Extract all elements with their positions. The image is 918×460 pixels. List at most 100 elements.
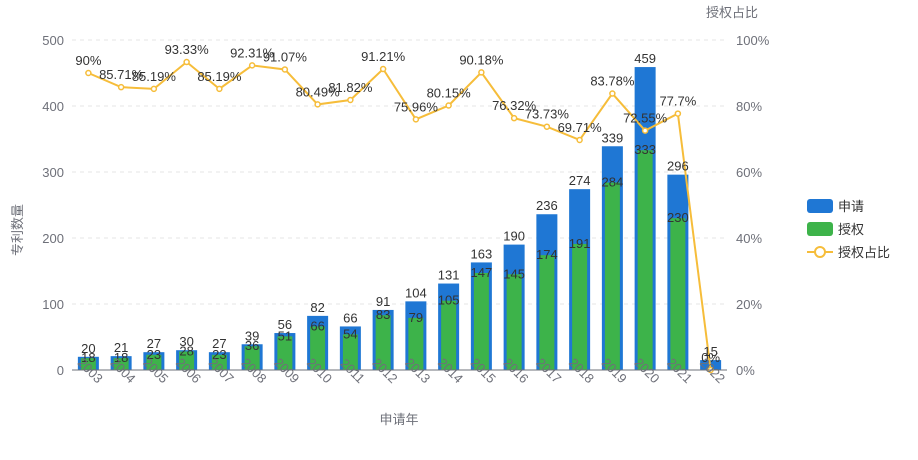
label-grant: 79 [409,310,423,325]
ratio-point [445,102,452,109]
label-apply: 56 [278,317,292,332]
label-apply: 91 [376,294,390,309]
bar-grant [539,255,555,370]
ratio-point [543,123,551,130]
x-tick-label: 2003 [75,355,106,386]
bar-grant [604,182,620,370]
label-apply: 274 [569,173,591,188]
label-grant: 191 [569,236,591,251]
label-apply: 20 [81,341,95,356]
ratio-point [85,69,92,77]
label-ratio: 90.18% [459,52,504,67]
bar-grant [277,336,293,370]
legend-label-ratio: 授权占比 [838,245,890,260]
ratio-point [674,110,682,117]
y2-tick-label: 20% [736,297,762,312]
bar-grant [670,218,686,370]
ratio-point [347,96,354,104]
legend-item-apply[interactable]: 申请 [807,199,864,214]
label-ratio: 72.55% [623,111,668,126]
label-grant: 83 [376,307,390,322]
label-ratio: 0% [701,350,720,365]
x-tick-label: 2013 [402,355,433,386]
bar-grant [506,274,522,370]
bars [77,67,722,370]
bar-grant [179,351,195,370]
label-grant: 147 [471,265,493,280]
bar-grant [80,358,96,370]
bar-grant [211,354,227,370]
label-ratio: 91.21% [361,49,406,64]
ratio-point [216,85,223,93]
label-ratio: 93.33% [165,42,210,57]
label-grant: 105 [438,293,460,308]
label-grant: 66 [310,318,324,333]
ratio-point [412,116,420,123]
x-tick-label: 2016 [501,355,532,386]
x-tick-label: 2010 [304,355,335,386]
label-grant: 18 [114,350,128,365]
label-apply: 27 [212,336,226,351]
legend-item-ratio[interactable]: 授权占比 [807,245,890,260]
label-ratio: 73.73% [525,107,570,122]
label-ratio: 92.31% [230,45,275,60]
y2-axis-title: 授权占比 [706,5,758,20]
ratio-point [314,101,321,108]
ratio-point [510,114,518,122]
x-tick-label: 2005 [140,355,171,386]
label-apply: 131 [438,268,460,283]
label-ratio: 85.19% [132,69,177,84]
label-apply: 236 [536,198,558,213]
bar-grant [310,326,326,370]
label-apply: 104 [405,285,427,300]
bar-grant [375,315,391,370]
bar-grant [146,354,162,370]
ratio-point [117,83,125,91]
label-grant: 23 [147,347,161,362]
label-apply: 190 [503,229,525,244]
x-tick-label: 2020 [632,355,663,386]
label-ratio: 85.19% [197,69,242,84]
label-grant: 36 [245,338,259,353]
legend-item-grant[interactable]: 授权 [807,222,864,237]
legend-label-apply: 申请 [838,199,864,214]
label-apply: 39 [245,328,259,343]
label-ratio: 75.96% [394,99,439,114]
x-tick-label: 2007 [206,355,237,386]
label-grant: 230 [667,210,689,225]
label-ratio: 69.71% [558,120,603,135]
legend: 申请 授权 授权占比 [807,199,890,260]
ratio-point [248,62,256,69]
label-grant: 333 [634,142,656,157]
x-tick-label: 2009 [271,355,302,386]
label-apply: 66 [343,310,357,325]
x-tick-label: 2004 [108,355,139,386]
y2-tick-label: 40% [736,231,762,246]
legend-swatch-grant [807,222,833,236]
ratio-point [183,58,190,66]
label-apply: 163 [471,246,493,261]
label-apply: 296 [667,159,689,174]
ratio-point [281,66,289,73]
bar-grant [408,317,424,370]
label-ratio: 77.7% [659,94,696,109]
label-grant: 145 [503,266,525,281]
label-ratio: 80.49% [296,84,341,99]
bar-grant [572,243,588,370]
x-axis-title: 申请年 [379,412,418,427]
ratio-point [609,90,616,97]
label-grant: 18 [81,350,95,365]
label-grant: 51 [278,328,292,343]
x-tick-label: 2006 [173,355,204,386]
label-grant: 23 [212,347,226,362]
label-ratio: 85.71% [99,67,144,82]
label-ratio: 80.15% [427,86,472,101]
y2-tick-label: 80% [736,99,762,114]
x-tick-label: 2022 [697,355,728,386]
x-tick-label: 2012 [370,355,401,386]
x-tick-label: 2017 [533,355,564,386]
label-grant: 28 [179,344,193,359]
x-tick-label: 2019 [599,355,630,386]
bar-grant [441,300,457,370]
